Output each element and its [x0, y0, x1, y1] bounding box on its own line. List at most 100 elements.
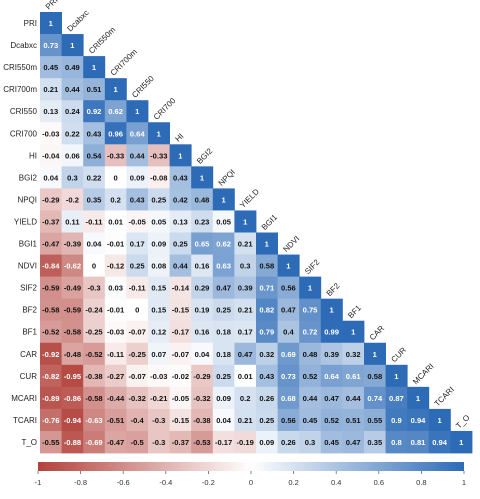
cell-value-label: 1: [329, 306, 334, 315]
cell-value-label: 0.62: [108, 107, 123, 116]
heatmap-cell: [191, 232, 214, 255]
heatmap-cell: [450, 430, 473, 454]
heatmap-cell: [148, 386, 170, 410]
heatmap-cell: [364, 430, 386, 454]
heatmap-cell: [61, 188, 84, 211]
heatmap-cell: [148, 122, 170, 145]
cell-value-label: -0.69: [85, 438, 102, 447]
heatmap-cell: [126, 364, 149, 388]
colorbar-tick-label: 0.6: [374, 478, 384, 487]
column-label-bgi1: BGI1: [260, 212, 280, 232]
cell-value-label: 0.25: [173, 240, 189, 249]
cell-value-label: 0.22: [87, 173, 102, 182]
cell-value-label: 1: [157, 129, 162, 138]
heatmap-cell: [83, 188, 106, 211]
heatmap-cell: [320, 320, 343, 344]
row-label-car: CAR: [20, 350, 37, 359]
row-label-dcabxc: Dcabxc: [10, 41, 37, 50]
heatmap-cell: [83, 430, 106, 454]
heatmap-cell: [83, 408, 106, 432]
heatmap-cell: [148, 342, 170, 366]
cell-value-label: -0.07: [172, 350, 189, 359]
cell-value-label: 0.44: [65, 85, 81, 94]
heatmap-cell: [104, 100, 127, 123]
cell-value-label: 0.24: [65, 107, 81, 116]
cell-value-label: 0.21: [238, 306, 254, 315]
heatmap-cell: [299, 320, 322, 344]
cell-value-label: 0.56: [281, 284, 296, 293]
cell-value-label: -0.52: [42, 328, 59, 337]
cell-value-label: 0.87: [389, 394, 404, 403]
cell-value-label: 0.05: [216, 217, 232, 226]
heatmap-cell: [148, 408, 170, 432]
heatmap-cell: [212, 298, 235, 322]
cell-value-label: 0.52: [324, 416, 339, 425]
cell-value-label: 0.04: [216, 416, 232, 425]
heatmap-cell: [104, 408, 127, 432]
heatmap-cell: [169, 320, 192, 344]
heatmap-cell: [256, 276, 278, 300]
cell-value-label: 1: [221, 195, 226, 204]
heatmap-cell: [256, 386, 278, 410]
heatmap-cell: [40, 254, 62, 277]
heatmap-cell: [40, 276, 62, 300]
heatmap-cell: [299, 342, 322, 366]
heatmap-cell: [407, 430, 430, 454]
cell-value-label: -0.27: [107, 372, 124, 381]
heatmap-cell: [104, 144, 127, 167]
cell-value-label: -0.14: [172, 284, 190, 293]
cell-value-label: 0.64: [324, 372, 340, 381]
heatmap-cell: [61, 166, 84, 189]
cell-value-label: 0.43: [173, 173, 188, 182]
heatmap-cell: [169, 430, 192, 454]
heatmap-cell: [61, 34, 84, 57]
cell-value-label: -0.58: [64, 328, 81, 337]
heatmap-cell: [256, 364, 278, 388]
row-label-ndvi: NDVI: [18, 262, 37, 271]
heatmap-cell: [61, 364, 84, 388]
cell-value-label: -0.15: [172, 306, 190, 315]
heatmap-cell: [40, 166, 62, 189]
cell-value-label: 0.58: [259, 262, 274, 271]
column-label-dcabxc: Dcabxc: [65, 8, 90, 33]
heatmap-cell: [385, 408, 408, 432]
heatmap-cell: [277, 408, 300, 432]
colorbar-tick-label: 0.2: [288, 478, 298, 487]
heatmap-cell: [104, 78, 127, 101]
cell-value-label: 0.39: [238, 284, 253, 293]
heatmap-cell: [191, 210, 214, 233]
heatmap-cell: [385, 364, 408, 388]
cell-value-label: 1: [308, 284, 313, 293]
heatmap-cell: [277, 298, 300, 322]
cell-value-label: 0.9: [391, 416, 402, 425]
heatmap-cell: [320, 342, 343, 366]
cell-value-label: 0.2: [240, 394, 251, 403]
heatmap-cell: [83, 210, 106, 233]
heatmap-cell: [212, 276, 235, 300]
cell-value-label: -0.86: [64, 394, 81, 403]
heatmap-cell: [83, 100, 106, 123]
cell-value-label: 0.12: [151, 328, 166, 337]
heatmap-cell: [385, 386, 408, 410]
cell-value-label: 0: [113, 173, 117, 182]
colorbar-tick-label: -0.6: [117, 478, 130, 487]
heatmap-cell: [320, 298, 343, 322]
cell-value-label: -0.95: [64, 372, 82, 381]
heatmap-cell: [40, 56, 62, 79]
heatmap-cell: [126, 298, 149, 322]
cell-value-label: 0.73: [43, 41, 58, 50]
cell-value-label: -0.32: [193, 394, 210, 403]
heatmap-cell: [342, 364, 365, 388]
heatmap-cell: [83, 342, 106, 366]
cell-value-label: 0.63: [216, 262, 231, 271]
cell-value-label: 0.71: [259, 284, 275, 293]
cell-value-label: -0.49: [64, 284, 81, 293]
cell-value-label: -0.15: [172, 416, 190, 425]
cell-value-label: 0.47: [238, 350, 253, 359]
column-label-ndvi: NDVI: [281, 234, 301, 254]
cell-value-label: 0.01: [108, 217, 124, 226]
cell-value-label: -0.32: [129, 394, 146, 403]
colorbar-tick-label: -0.2: [202, 478, 215, 487]
cell-value-label: -0.47: [107, 438, 124, 447]
heatmap-cell: [126, 320, 149, 344]
